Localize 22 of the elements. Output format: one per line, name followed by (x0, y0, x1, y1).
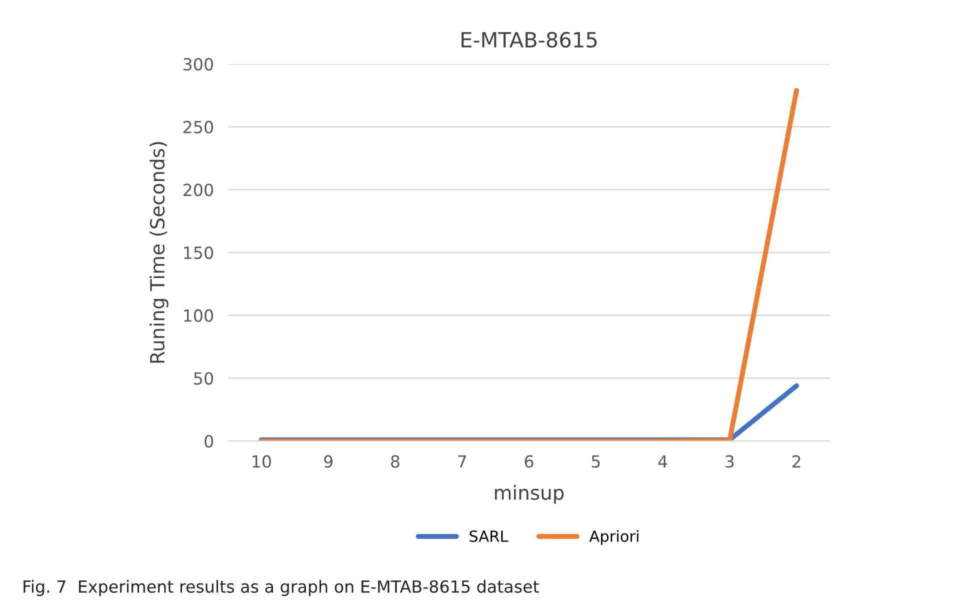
y-axis-title: Runing Time (Seconds) (150, 142, 168, 363)
x-tick-label: 5 (592, 455, 600, 468)
x-tick-label: 3 (726, 455, 734, 468)
x-tick-label: 7 (458, 455, 466, 468)
y-tick-label: 150 (184, 246, 214, 260)
y-tick-label: 100 (184, 309, 214, 322)
legend-label: Apriori (589, 530, 638, 545)
x-tick-label: 4 (658, 455, 668, 468)
y-tick-label: 200 (184, 184, 214, 196)
y-tick-label: 0 (204, 434, 214, 448)
y-tick-label: 50 (194, 372, 214, 385)
x-axis-title: minsup (495, 484, 564, 504)
x-tick-label: 10 (252, 455, 271, 468)
legend-label: SARL (470, 530, 508, 542)
x-tick-label: 2 (792, 455, 800, 468)
x-tick-label: 6 (524, 455, 534, 468)
y-tick-label: 300 (184, 58, 214, 71)
caption: Fig. 7 Experiment results as a graph on E-MTAB-8615 dataset (24, 580, 539, 596)
x-tick-label: 9 (324, 455, 332, 468)
chart-title: E-MTAB-8615 (462, 32, 597, 48)
x-tick-label: 8 (391, 455, 400, 468)
y-tick-label: 250 (184, 120, 214, 134)
